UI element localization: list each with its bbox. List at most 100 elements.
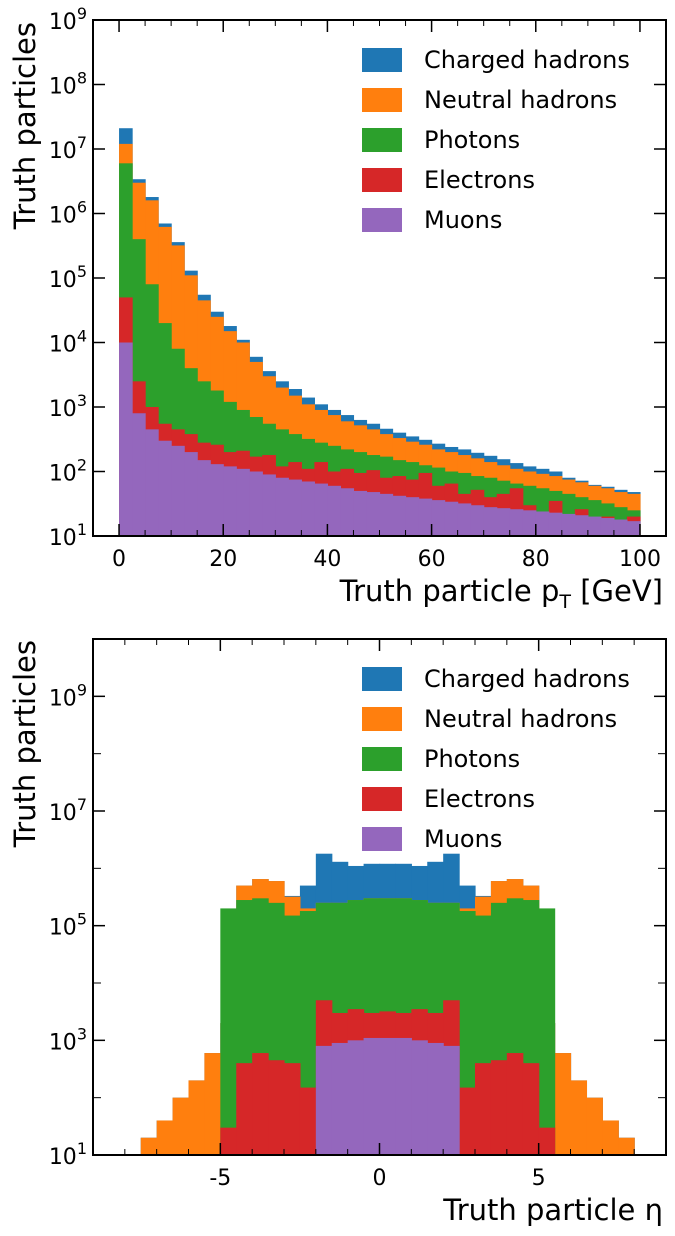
eta-bar-neutral-hadrons-2 <box>156 1120 174 1155</box>
pt-bar-muons-4 <box>171 445 185 536</box>
pt-x-tick-label: 100 <box>619 547 661 572</box>
pt-bar-muons-14 <box>301 481 315 536</box>
pt-x-tick-label: 60 <box>418 547 446 572</box>
eta-bar-muons-14 <box>347 1040 365 1155</box>
pt-bar-muons-2 <box>145 429 159 536</box>
eta-histogram-bars <box>140 853 635 1155</box>
pt-legend-swatch-photons <box>362 128 402 152</box>
eta-legend-label-charged-hadrons: Charged hadrons <box>424 665 630 693</box>
eta-bar-electrons-24 <box>506 1053 524 1155</box>
eta-x-axis-label: Truth particle η <box>442 1193 663 1227</box>
eta-bar-photons-26 <box>538 908 556 1155</box>
pt-legend-label-photons: Photons <box>424 126 520 154</box>
eta-histogram-panel: -5 0 5 101 103 105 107 109 Charged hadrons Neutr… <box>8 638 667 1227</box>
pt-legend: Charged hadrons Neutral hadrons Photons Ele… <box>362 46 630 234</box>
pt-y-axis-label: Truth particles <box>8 22 42 230</box>
pt-bar-muons-25 <box>444 501 459 536</box>
pt-bar-muons-39 <box>626 521 641 536</box>
pt-y-tick-label: 105 <box>49 262 87 293</box>
pt-y-tick-label: 104 <box>49 327 87 358</box>
pt-bar-muons-10 <box>249 471 263 536</box>
eta-bar-muons-15 <box>363 1037 381 1155</box>
pt-histogram-panel: 0 20 40 60 80 100101102103104105106107108109 … <box>8 4 667 613</box>
pt-legend-swatch-neutral-hadrons <box>362 88 402 112</box>
pt-y-tick-label: 102 <box>49 456 87 487</box>
eta-bar-muons-16 <box>379 1037 397 1155</box>
pt-bar-muons-37 <box>600 518 615 536</box>
eta-bar-photons-6 <box>220 908 237 1155</box>
eta-bar-neutral-hadrons-5 <box>204 1053 221 1155</box>
pt-legend-swatch-electrons <box>362 168 402 192</box>
eta-legend: Charged hadrons Neutral hadrons Photons Ele… <box>362 665 630 853</box>
eta-bar-muons-13 <box>331 1042 349 1155</box>
pt-legend-label-electrons: Electrons <box>424 166 535 194</box>
pt-bar-muons-27 <box>470 505 485 536</box>
pt-bar-muons-20 <box>379 493 394 536</box>
pt-bar-muons-8 <box>223 466 237 536</box>
pt-bar-muons-18 <box>353 490 368 536</box>
pt-bar-muons-0 <box>119 342 133 536</box>
pt-bar-muons-5 <box>184 452 198 536</box>
pt-x-tick-label: 40 <box>313 547 341 572</box>
pt-bar-muons-33 <box>548 512 563 536</box>
pt-y-tick-label: 103 <box>49 391 87 422</box>
pt-bar-muons-32 <box>535 511 550 536</box>
eta-axis-ticks: -5 0 5 101 103 105 107 109 <box>49 638 667 1191</box>
pt-bar-muons-35 <box>574 515 589 536</box>
pt-bar-muons-6 <box>197 460 211 536</box>
pt-bar-muons-36 <box>587 516 602 536</box>
eta-y-tick-label: 105 <box>49 910 87 941</box>
pt-bar-muons-34 <box>561 513 576 536</box>
pt-legend-swatch-charged-hadrons <box>362 48 402 72</box>
pt-y-tick-label: 108 <box>49 69 87 100</box>
pt-bar-muons-15 <box>314 483 329 536</box>
eta-y-tick-label: 103 <box>49 1024 87 1055</box>
pt-bar-muons-28 <box>483 507 498 536</box>
pt-y-tick-label: 109 <box>49 4 87 35</box>
pt-x-axis-label: Truth particle pT [GeV] <box>339 574 663 613</box>
eta-bar-neutral-hadrons-29 <box>586 1097 603 1155</box>
eta-legend-swatch-electrons <box>362 787 402 811</box>
eta-x-tick-label: 0 <box>373 1166 387 1191</box>
pt-bar-muons-13 <box>288 479 302 536</box>
eta-x-tick-label: 5 <box>532 1166 546 1191</box>
eta-legend-swatch-charged-hadrons <box>362 667 402 691</box>
pt-legend-label-muons: Muons <box>424 206 502 234</box>
pt-x-tick-label: 80 <box>522 547 550 572</box>
eta-bar-electrons-23 <box>490 1060 508 1155</box>
pt-legend-label-charged-hadrons: Charged hadrons <box>424 46 630 74</box>
eta-bar-neutral-hadrons-30 <box>602 1120 619 1155</box>
pt-bar-muons-3 <box>158 440 172 536</box>
pt-x-tick-label: 20 <box>209 547 237 572</box>
eta-bar-electrons-21 <box>459 1087 476 1155</box>
pt-y-tick-label: 101 <box>49 520 87 551</box>
eta-bar-electrons-11 <box>299 1087 317 1155</box>
eta-bar-muons-18 <box>411 1040 428 1155</box>
eta-legend-label-photons: Photons <box>424 745 520 773</box>
pt-legend-swatch-muons <box>362 208 402 232</box>
eta-y-tick-label: 109 <box>49 680 87 711</box>
eta-legend-label-electrons: Electrons <box>424 785 535 813</box>
pt-bar-muons-22 <box>405 497 420 536</box>
pt-y-tick-label: 106 <box>49 198 87 229</box>
eta-bar-muons-19 <box>427 1042 444 1155</box>
pt-bar-muons-11 <box>262 474 276 536</box>
eta-y-axis-label: Truth particles <box>8 640 42 848</box>
pt-x-tick-label: 0 <box>112 547 126 572</box>
eta-bar-electrons-6 <box>220 1127 237 1155</box>
eta-bar-neutral-hadrons-31 <box>618 1137 635 1155</box>
eta-bar-electrons-7 <box>236 1063 253 1155</box>
pt-bar-muons-29 <box>496 508 511 536</box>
eta-bar-electrons-9 <box>268 1060 285 1155</box>
eta-bar-neutral-hadrons-3 <box>172 1097 190 1155</box>
eta-legend-label-muons: Muons <box>424 825 502 853</box>
pt-legend-label-neutral-hadrons: Neutral hadrons <box>424 86 617 114</box>
pt-bar-muons-24 <box>431 500 446 536</box>
pt-bar-muons-23 <box>418 498 433 536</box>
pt-bar-muons-17 <box>340 488 355 536</box>
pt-bar-muons-1 <box>132 413 146 536</box>
pt-bar-muons-21 <box>392 495 407 536</box>
pt-histogram-bars <box>119 128 641 537</box>
eta-bar-electrons-26 <box>538 1127 556 1155</box>
